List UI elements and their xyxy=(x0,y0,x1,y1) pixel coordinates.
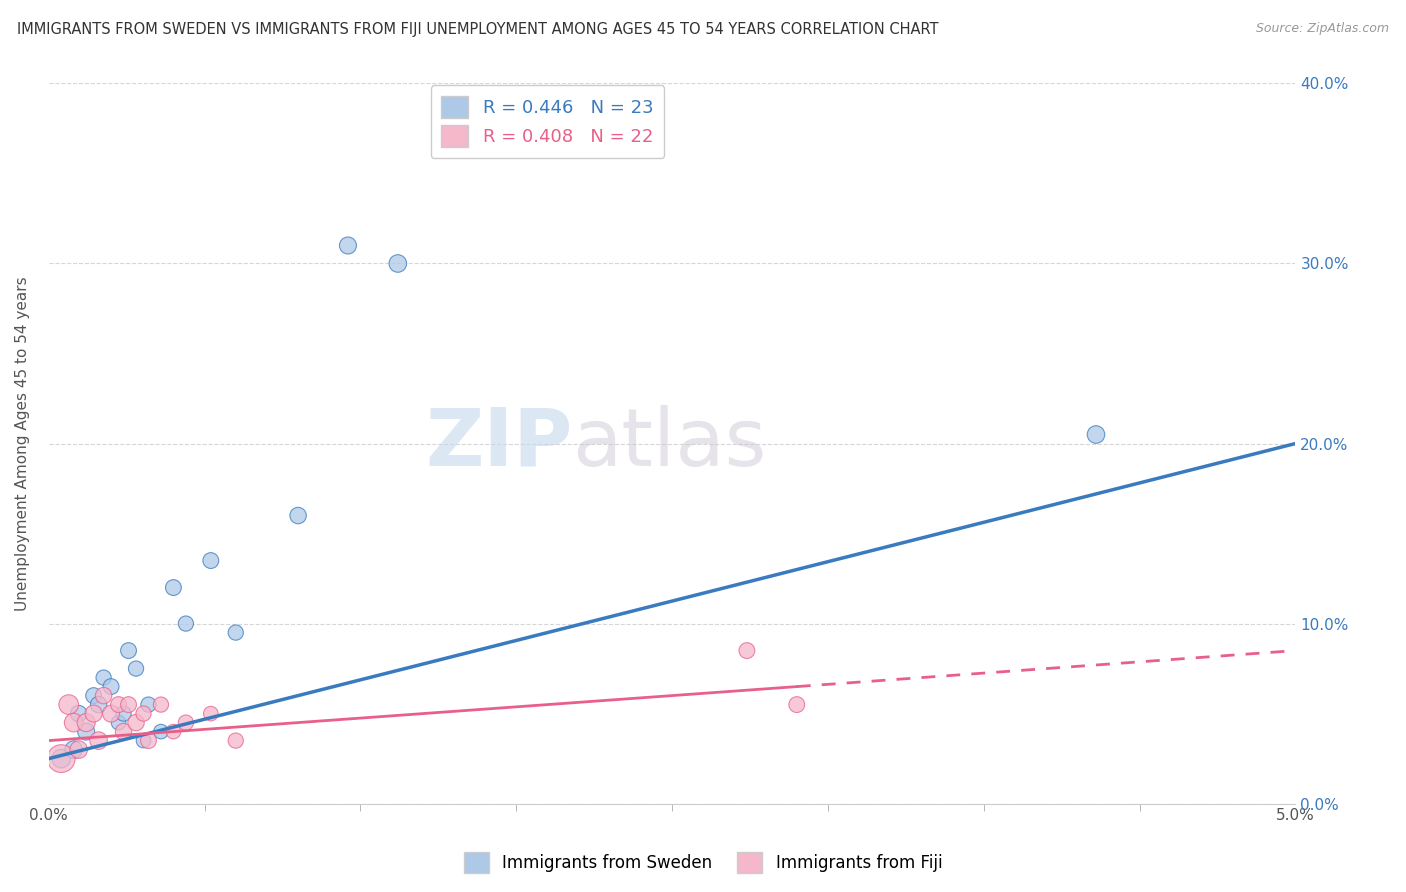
Point xyxy=(75,724,97,739)
Point xyxy=(117,698,139,712)
Text: ZIP: ZIP xyxy=(425,405,572,483)
Point xyxy=(67,706,90,721)
Point xyxy=(83,706,105,721)
Point xyxy=(112,724,135,739)
Point xyxy=(387,256,409,270)
Point xyxy=(107,698,129,712)
Point xyxy=(225,733,247,747)
Point xyxy=(149,698,172,712)
Point xyxy=(132,706,155,721)
Point xyxy=(107,715,129,730)
Point xyxy=(174,616,197,631)
Point xyxy=(287,508,309,523)
Point xyxy=(93,689,115,703)
Legend: R = 0.446   N = 23, R = 0.408   N = 22: R = 0.446 N = 23, R = 0.408 N = 22 xyxy=(430,86,665,158)
Point xyxy=(162,581,184,595)
Point xyxy=(87,698,110,712)
Point xyxy=(149,724,172,739)
Point xyxy=(100,680,122,694)
Point xyxy=(735,643,758,657)
Point xyxy=(132,733,155,747)
Point xyxy=(75,715,97,730)
Y-axis label: Unemployment Among Ages 45 to 54 years: Unemployment Among Ages 45 to 54 years xyxy=(15,277,30,611)
Point xyxy=(225,625,247,640)
Point xyxy=(67,742,90,756)
Point xyxy=(51,751,73,765)
Point xyxy=(200,553,222,567)
Point xyxy=(117,643,139,657)
Point xyxy=(83,689,105,703)
Point xyxy=(62,742,84,756)
Point xyxy=(87,733,110,747)
Point xyxy=(125,715,148,730)
Point xyxy=(58,698,80,712)
Point xyxy=(174,715,197,730)
Point xyxy=(786,698,808,712)
Point xyxy=(138,698,160,712)
Point xyxy=(125,662,148,676)
Point xyxy=(336,238,359,252)
Point xyxy=(51,751,73,765)
Point xyxy=(100,706,122,721)
Text: IMMIGRANTS FROM SWEDEN VS IMMIGRANTS FROM FIJI UNEMPLOYMENT AMONG AGES 45 TO 54 : IMMIGRANTS FROM SWEDEN VS IMMIGRANTS FRO… xyxy=(17,22,938,37)
Text: atlas: atlas xyxy=(572,405,766,483)
Legend: Immigrants from Sweden, Immigrants from Fiji: Immigrants from Sweden, Immigrants from … xyxy=(457,846,949,880)
Point xyxy=(62,715,84,730)
Point xyxy=(200,706,222,721)
Point xyxy=(162,724,184,739)
Point xyxy=(138,733,160,747)
Text: Source: ZipAtlas.com: Source: ZipAtlas.com xyxy=(1256,22,1389,36)
Point xyxy=(112,706,135,721)
Point xyxy=(1085,427,1108,442)
Point xyxy=(93,671,115,685)
